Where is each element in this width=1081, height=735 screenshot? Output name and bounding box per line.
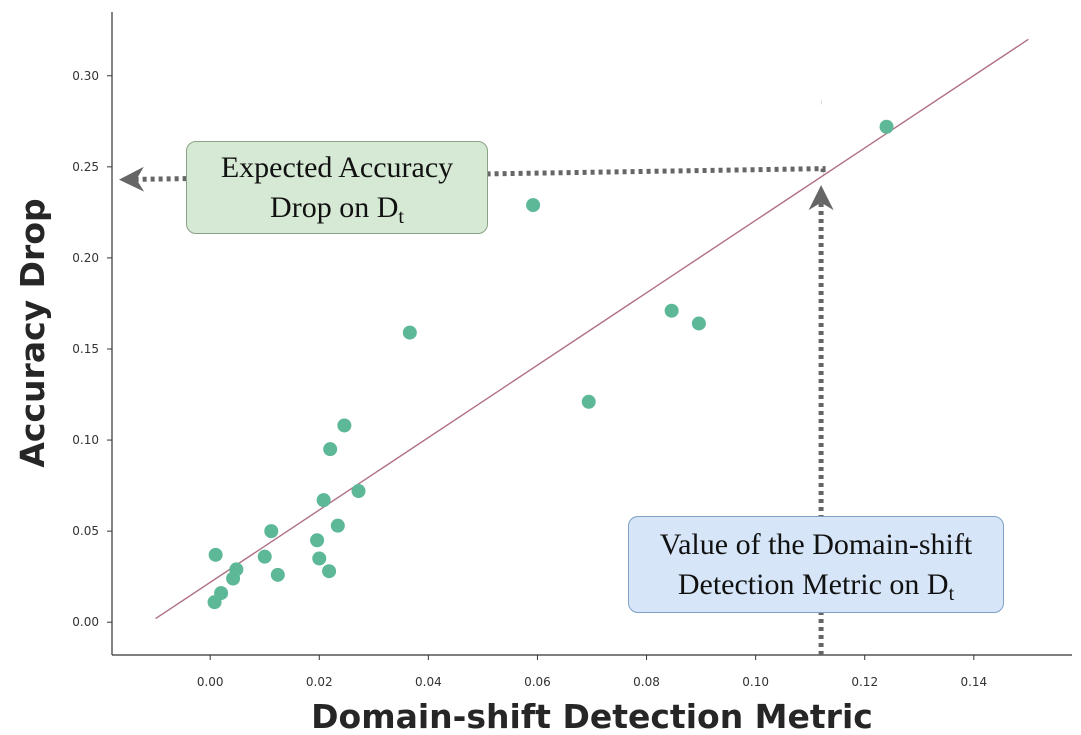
y-tick-label: 0.00 [72,615,99,629]
data-point [351,484,366,499]
data-point [664,303,679,318]
data-point [310,533,325,548]
data-point [691,316,706,331]
data-point [322,564,337,579]
data-point [337,418,352,433]
x-tick-label: 0.00 [197,675,224,689]
value-callout-subscript: t [948,582,955,605]
x-axis-title: Domain-shift Detection Metric [311,697,873,735]
expected-callout-subscript: t [398,205,404,228]
x-tick-label: 0.10 [742,675,769,689]
expected-accuracy-callout: Expected Accuracy Drop on Dt [186,141,488,234]
data-point [264,524,279,539]
fit-line-group [155,38,1029,620]
data-point [214,586,229,601]
expected-callout-text: Expected Accuracy Drop on D [220,150,454,224]
data-point [330,518,345,533]
y-tick-label: 0.20 [72,251,99,265]
x-tick-label: 0.08 [633,675,660,689]
x-tick-label: 0.12 [851,675,878,689]
regression-line [155,38,1029,620]
y-tick-label: 0.30 [72,69,99,83]
data-point [257,549,272,564]
value-callout-text: Value of the Domain-shift Detection Metr… [659,527,973,601]
y-tick-label: 0.25 [72,160,99,174]
metric-value-callout: Value of the Domain-shift Detection Metr… [628,516,1004,613]
horizontal-guide-arrow [119,166,826,192]
y-axis-title: Accuracy Drop [13,198,52,467]
data-point [229,562,244,577]
data-point [526,198,541,213]
x-tick-label: 0.02 [306,675,333,689]
data-points [207,119,894,610]
x-tick-label: 0.04 [415,675,442,689]
axes: 0.00 0.02 0.04 0.06 0.08 0.10 0.12 0.14 0.00 0.05… [72,12,1072,689]
data-point [581,394,596,409]
data-point [312,551,327,566]
y-tick-label: 0.15 [72,342,99,356]
data-point [208,547,223,562]
y-tick-label: 0.05 [72,524,99,538]
data-point [402,325,417,340]
x-tick-label: 0.06 [524,675,551,689]
data-point [323,442,338,457]
data-point [879,119,894,134]
data-point [316,493,331,508]
y-tick-label: 0.10 [72,433,99,447]
guide-arrows [119,166,834,655]
data-point [270,567,285,582]
x-tick-label: 0.14 [960,675,987,689]
